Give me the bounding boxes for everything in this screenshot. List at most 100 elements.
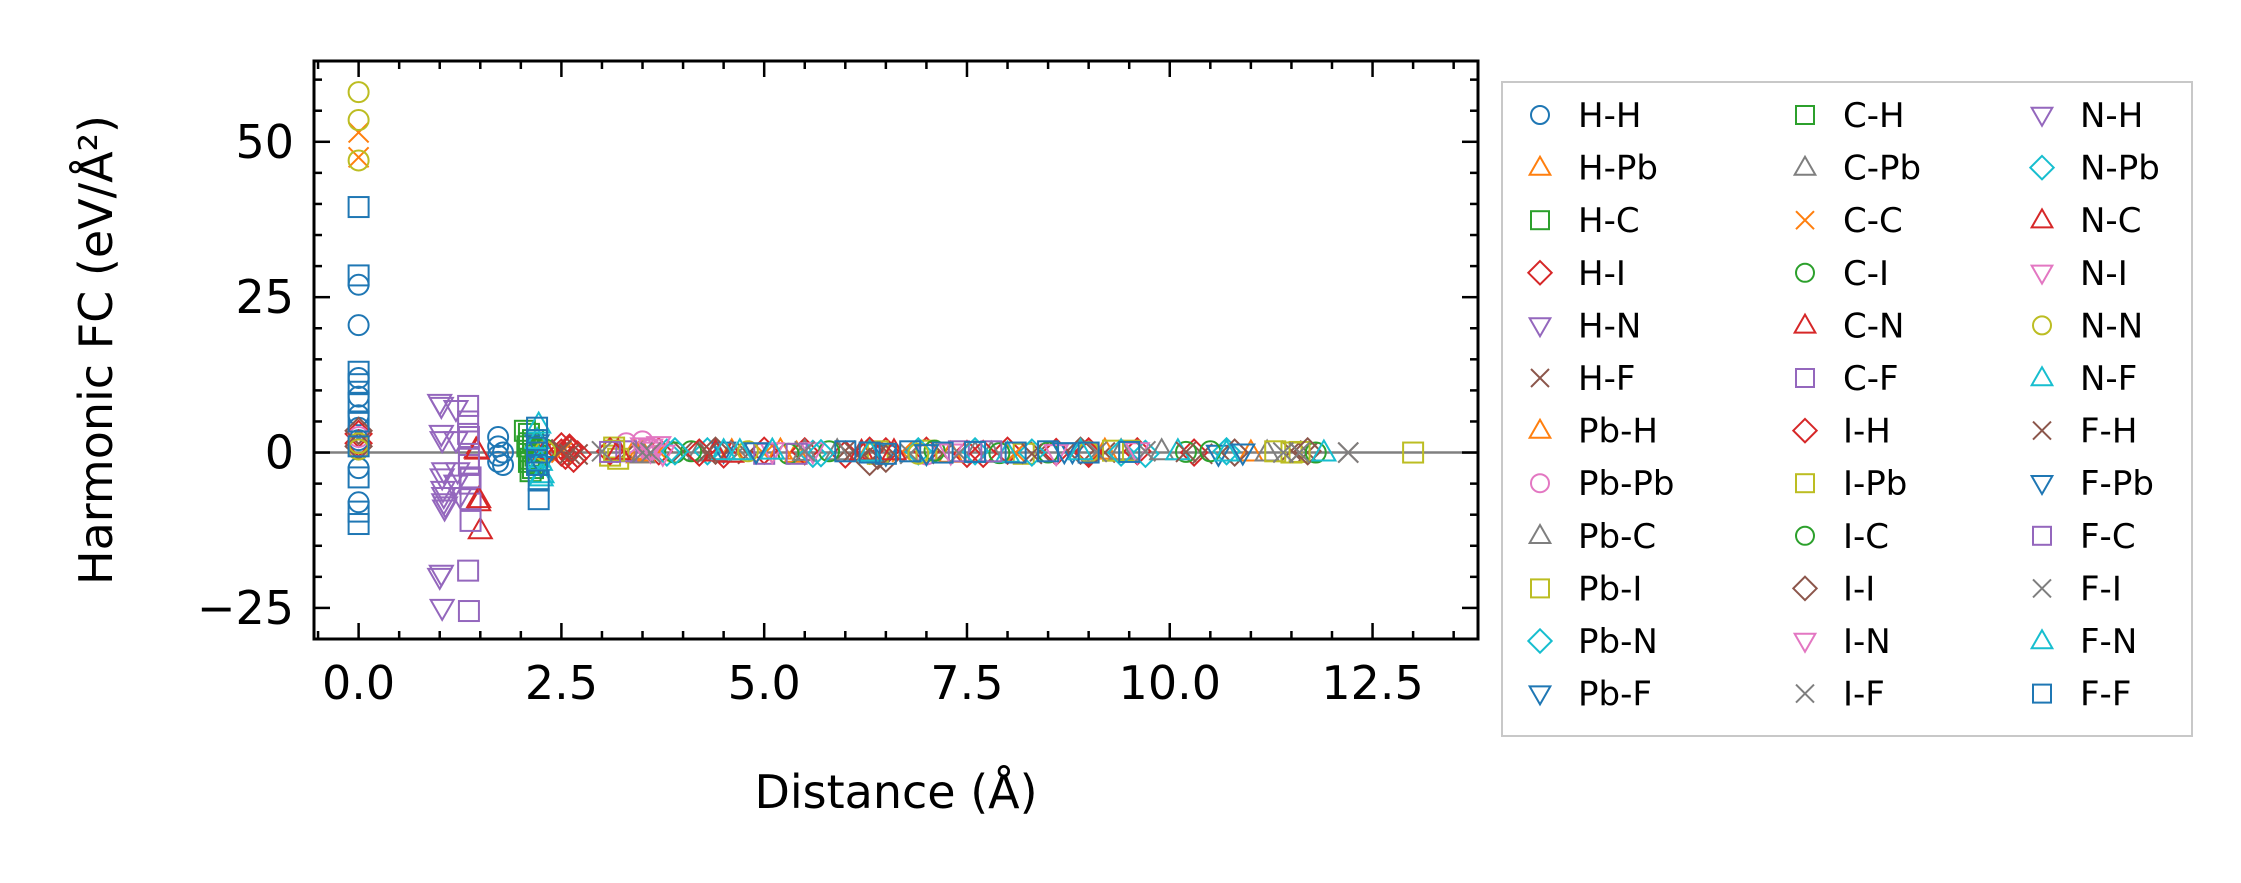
legend-marker-F-C — [2032, 525, 2052, 546]
data-point-I-H-5 — [968, 439, 998, 469]
data-point-F-F-13 — [526, 453, 549, 476]
data-point-F-F-3 — [347, 373, 370, 396]
legend-label-F-H: F-H — [2080, 412, 2137, 452]
legend-marker-N-Pb — [2028, 154, 2056, 181]
data-point-C-C-0 — [347, 121, 370, 144]
legend-marker-I-N — [1792, 632, 1818, 654]
data-point-H-N-6 — [426, 567, 453, 591]
axis-ticks — [314, 61, 1478, 641]
legend-entry-C-C: C-C — [1795, 201, 1903, 241]
legend-entry-F-I: F-I — [2032, 569, 2122, 609]
legend-marker-F-H — [2032, 420, 2052, 441]
legend-marker-Pb-N — [1526, 627, 1554, 655]
data-point-F-F-21 — [964, 440, 987, 463]
data-point-F-F-7 — [347, 466, 370, 489]
legend-entry-I-C: I-C — [1795, 517, 1889, 557]
legend-entry-F-Pb: F-Pb — [2029, 464, 2154, 504]
legend-label-Pb-H: Pb-H — [1578, 412, 1658, 452]
legend-label-F-I: F-I — [2080, 569, 2122, 609]
data-point-N-H-4 — [432, 496, 459, 520]
data-point-N-H-0 — [428, 396, 455, 420]
series-H-H — [347, 273, 514, 514]
legend-marker-F-N — [2029, 628, 2055, 650]
data-point-N-N-0 — [347, 81, 370, 104]
data-point-Pb-N-6 — [1212, 436, 1241, 466]
data-point-Pb-N-1 — [692, 436, 722, 466]
legend-marker-H-F — [1530, 368, 1550, 388]
legend-label-C-N: C-N — [1843, 306, 1904, 346]
legend-label-I-I: I-I — [1843, 569, 1875, 609]
data-point-F-F-12 — [526, 441, 549, 464]
data-point-F-F-9 — [347, 513, 370, 536]
data-point-H-H-15 — [491, 453, 514, 476]
data-point-F-F-24 — [1077, 441, 1100, 464]
data-point-I-N-5 — [1042, 444, 1070, 468]
legend-entry-C-F: C-F — [1795, 359, 1899, 399]
tick-labels: 0.0 2.5 5.0 7.5 10.0 12.5 −25 0 25 50 — [197, 115, 1424, 710]
data-point-F-F-2 — [347, 360, 370, 383]
data-point-C-F-6 — [459, 509, 482, 532]
legend-frame — [1501, 81, 2193, 737]
data-point-H-I-19 — [1179, 438, 1209, 467]
data-point-F-F-8 — [347, 500, 370, 523]
data-point-N-F-3 — [710, 437, 737, 461]
legend-entry-H-N: H-N — [1527, 306, 1641, 346]
legend-marker-H-Pb — [1527, 154, 1553, 176]
data-point-H-H-2 — [347, 366, 370, 389]
legend-label-H-N: H-N — [1578, 306, 1641, 346]
data-point-F-I-5 — [1288, 441, 1311, 464]
data-point-F-F-20 — [931, 441, 954, 464]
legend-marker-C-C — [1795, 210, 1815, 230]
data-point-F-F-25 — [1118, 440, 1141, 463]
legend-entry-N-Pb: N-Pb — [2028, 149, 2160, 189]
legend-label-Pb-Pb: Pb-Pb — [1578, 464, 1674, 504]
legend-marker-H-N — [1527, 317, 1553, 339]
legend-label-Pb-F: Pb-F — [1578, 675, 1652, 715]
legend-label-N-C: N-C — [2080, 201, 2141, 241]
data-point-F-F-4 — [347, 391, 370, 414]
data-point-I-Pb-2 — [1101, 439, 1124, 462]
data-point-N-N-6 — [736, 440, 759, 463]
legend-label-C-Pb: C-Pb — [1843, 149, 1921, 189]
data-point-C-F-7 — [457, 559, 480, 582]
data-point-N-H-5 — [428, 564, 455, 588]
legend-entry-N-F: N-F — [2029, 359, 2137, 399]
data-point-N-Pb-1 — [806, 438, 836, 468]
data-point-N-H-2 — [430, 462, 458, 486]
data-point-I-I-0 — [344, 416, 374, 446]
data-point-C-F-8 — [457, 600, 480, 623]
data-point-F-F-0 — [347, 196, 370, 219]
legend-label-H-F: H-F — [1578, 359, 1635, 399]
data-point-N-F-4 — [759, 436, 786, 460]
legend-entry-H-I: H-I — [1526, 254, 1626, 294]
data-point-I-I-8 — [1293, 436, 1323, 466]
data-point-F-H-1 — [558, 443, 581, 465]
legend-marker-Pb-I — [1530, 578, 1550, 599]
data-point-N-N-7 — [907, 442, 930, 465]
legend-label-C-F: C-F — [1843, 359, 1899, 399]
data-point-F-Pb-0 — [523, 434, 551, 458]
legend-label-F-Pb: F-Pb — [2080, 464, 2154, 504]
legend-entry-I-F: I-F — [1795, 675, 1885, 715]
legend-entry-Pb-C: Pb-C — [1527, 517, 1656, 557]
legend-label-C-I: C-I — [1843, 254, 1889, 294]
data-point-I-I-6 — [1066, 436, 1095, 466]
data-point-F-H-5 — [1175, 441, 1197, 463]
legend-label-F-C: F-C — [2080, 517, 2136, 557]
data-point-F-I-6 — [1337, 441, 1359, 464]
data-point-F-N-6 — [1213, 438, 1240, 462]
legend-label-N-H: N-H — [2080, 96, 2143, 136]
data-point-F-C-1 — [457, 447, 480, 470]
legend-marker-N-H — [2029, 106, 2055, 128]
data-point-F-F-15 — [527, 488, 550, 511]
legend-label-I-N: I-N — [1843, 622, 1891, 662]
legend-entry-H-F: H-F — [1530, 359, 1635, 399]
data-point-C-I-1 — [680, 440, 703, 463]
data-point-N-H-1 — [428, 431, 456, 455]
data-point-N-H-6 — [442, 474, 470, 498]
data-point-F-F-14 — [527, 469, 550, 492]
legend-label-I-C: I-C — [1843, 517, 1889, 557]
legend-entry-I-Pb: I-Pb — [1795, 464, 1907, 504]
data-point-I-I-2 — [701, 436, 730, 466]
